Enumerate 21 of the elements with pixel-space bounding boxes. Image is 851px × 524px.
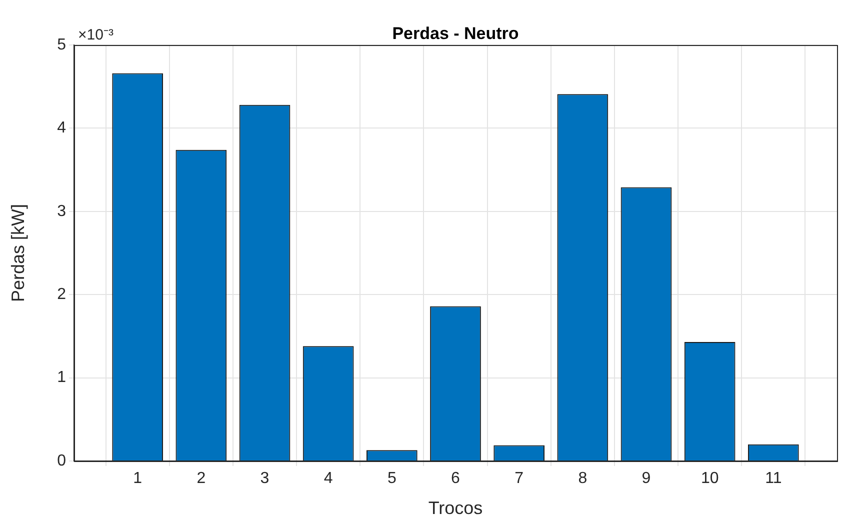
x-tick-label: 9 bbox=[642, 470, 651, 488]
x-tick-label: 3 bbox=[260, 470, 270, 488]
x-axis-title: Trocos bbox=[428, 498, 483, 518]
x-tick-label: 2 bbox=[196, 470, 206, 488]
y-axis-title: Perdas [kW] bbox=[8, 204, 28, 302]
y-tick-label: 5 bbox=[57, 36, 66, 54]
y-tick-label: 4 bbox=[57, 120, 66, 137]
x-tick-label: 1 bbox=[133, 470, 142, 488]
x-tick-label: 11 bbox=[765, 470, 782, 488]
y-tick-label: 3 bbox=[57, 202, 66, 220]
chart-title: Perdas - Neutro bbox=[392, 24, 519, 44]
y-tick-label: 2 bbox=[57, 286, 66, 304]
y-tick-label: 1 bbox=[57, 369, 66, 386]
x-tick-label: 7 bbox=[514, 470, 524, 488]
x-tick-label: 4 bbox=[324, 470, 333, 488]
x-tick-label: 8 bbox=[578, 470, 588, 488]
y-tick-label: 0 bbox=[57, 452, 66, 470]
text: ×10⁻³ bbox=[78, 26, 114, 44]
x-tick-label: 6 bbox=[451, 470, 460, 488]
x-tick-label: 10 bbox=[700, 470, 719, 488]
x-tick-label: 5 bbox=[387, 470, 396, 488]
